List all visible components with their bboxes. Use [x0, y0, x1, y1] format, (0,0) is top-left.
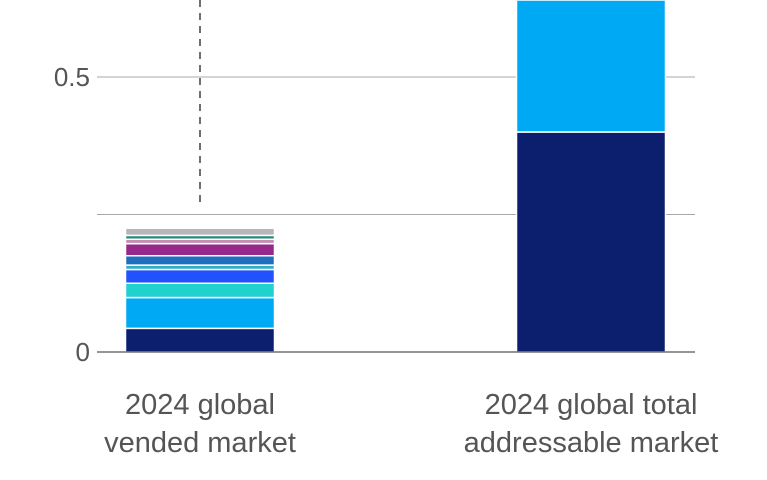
bar-segment-0-0: [124, 327, 276, 353]
category-label-0-line-0: 2024 global: [125, 389, 275, 421]
category-label-1-line-0: 2024 global total: [485, 389, 698, 421]
bar-segment-0-3: [124, 268, 276, 284]
bar-segment-0-9: [124, 227, 276, 237]
y-tick-label-0: 0: [76, 337, 90, 367]
bar-segment-0-5: [124, 255, 276, 266]
bar-segment-1-0: [515, 131, 667, 353]
category-labels: 2024 global vended market 2024 global tota…: [104, 389, 718, 459]
bar-segment-0-1: [124, 296, 276, 330]
category-label-1-line-1: addressable market: [464, 427, 719, 459]
bar-segment-0-2: [124, 282, 276, 299]
bar-segment-0-6: [124, 242, 276, 257]
y-axis-ticks: 00.5: [54, 62, 90, 367]
category-label-0-line-1: vended market: [104, 427, 296, 459]
bar-segment-1-1: [515, 0, 667, 133]
bars: [124, 0, 667, 353]
y-tick-label-2: 0.5: [54, 62, 90, 92]
